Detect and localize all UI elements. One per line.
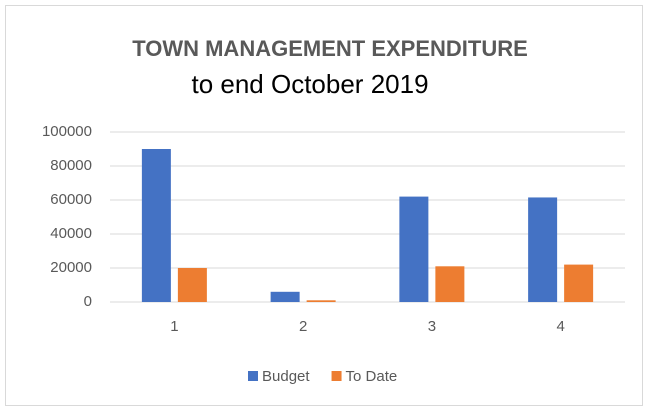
legend-label: To Date — [346, 368, 398, 385]
bar — [435, 266, 465, 302]
chart-subtitle: to end October 2019 — [191, 69, 428, 99]
y-tick-label: 0 — [84, 293, 92, 310]
bar — [306, 300, 336, 302]
y-tick-label: 80000 — [50, 157, 92, 174]
bar — [270, 291, 300, 302]
legend-swatch — [248, 371, 258, 381]
x-tick-label: 1 — [170, 318, 178, 335]
y-tick-label: 20000 — [50, 259, 92, 276]
bar — [177, 268, 207, 302]
bar — [399, 196, 429, 302]
x-tick-label: 4 — [556, 318, 564, 335]
bar — [564, 264, 594, 302]
x-tick-label: 3 — [428, 318, 436, 335]
bar — [528, 197, 558, 302]
legend-swatch — [331, 371, 342, 381]
y-tick-label: 100000 — [42, 123, 92, 140]
y-tick-label: 60000 — [50, 191, 92, 208]
bar — [141, 149, 171, 302]
legend-label: Budget — [262, 368, 310, 385]
chart-title: TOWN MANAGEMENT EXPENDITURE — [132, 36, 528, 61]
x-tick-label: 2 — [299, 318, 307, 335]
y-tick-label: 40000 — [50, 225, 92, 242]
